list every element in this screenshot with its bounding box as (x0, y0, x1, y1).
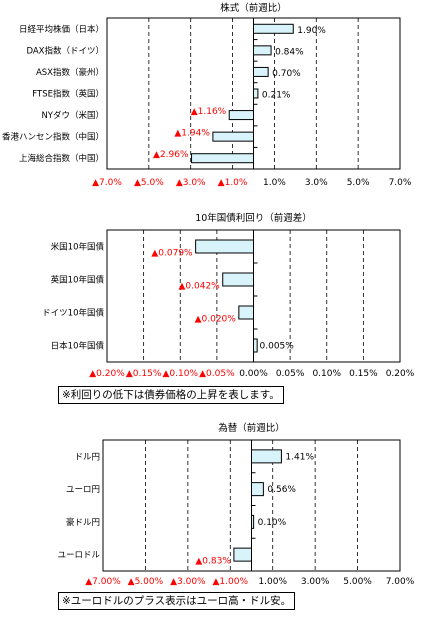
fx-x-tick-label: 7.00% (386, 577, 415, 587)
bond-x-tick-label: 0.05% (276, 369, 305, 379)
stock-x-tick-label: 1.0% (263, 178, 286, 188)
bond-x-tick-label: ▲0.15% (126, 369, 162, 379)
fx-x-tick-label: 3.00% (301, 577, 330, 587)
fx-x-tick-label: ▲5.00% (128, 577, 164, 587)
stock-x-tick-label: 7.0% (389, 178, 412, 188)
bond-value-label: ▲0.079% (151, 249, 193, 259)
fx-x-tick-label: ▲7.00% (85, 577, 121, 587)
stock-value-label: ▲1.16% (191, 107, 227, 117)
stock-bar (253, 45, 272, 56)
stock-category-label: 上海総合指数（中国） (19, 153, 104, 164)
bond-category-label: ドイツ10年国債 (42, 308, 104, 319)
fx-bar (251, 449, 282, 464)
bond-bar (222, 272, 254, 287)
stock-value-label: 0.21% (262, 91, 291, 101)
stock-x-tick-label: ▲3.0% (176, 178, 206, 188)
bond-category-label: 米国10年国債 (51, 242, 105, 253)
bond-x-tick-label: ▲0.05% (199, 369, 235, 379)
fx-category-label: ユーロ円 (66, 485, 100, 495)
stock-value-label: 0.84% (275, 47, 304, 57)
stock-bar (228, 110, 254, 121)
fx-x-tick-label: 5.00% (343, 577, 372, 587)
bond-x-tick-label: ▲0.20% (89, 369, 125, 379)
stock-bar (253, 88, 259, 99)
bond-x-tick-label: ▲0.10% (162, 369, 198, 379)
stock-category-label: 日経平均株価（日本） (19, 24, 104, 35)
bond-value-label: ▲0.020% (195, 315, 237, 325)
stock-category-label: DAX指数（ドイツ） (26, 45, 104, 56)
fx-category-label: ユーロドル (57, 551, 100, 561)
stock-value-label: 1.90% (297, 26, 326, 36)
stock-value-label: ▲2.96% (153, 150, 189, 160)
stock-category-label: NYダウ（米国） (41, 110, 104, 121)
fx-chart-title: 為替（前週比） (218, 422, 285, 434)
fx-value-label: ▲0.83% (195, 557, 231, 567)
stock-chart-title: 株式（前週比） (220, 2, 287, 14)
fx-bar (251, 482, 264, 497)
stock-bar (253, 66, 269, 77)
bond-x-tick-label: 0.10% (312, 369, 341, 379)
fx-category-label: ドル円 (74, 452, 100, 462)
fx-value-label: 0.56% (267, 485, 296, 495)
stock-x-tick-label: 5.0% (347, 178, 370, 188)
stock-bar (191, 153, 254, 164)
fx-x-tick-label: ▲3.00% (170, 577, 206, 587)
bond-chart-title: 10年国債利回り（前週差） (195, 212, 312, 224)
fx-x-tick-label: ▲1.00% (213, 577, 249, 587)
fx-x-tick-label: 1.00% (258, 577, 287, 587)
bond-x-tick-label: 0.00% (239, 369, 268, 379)
fx-value-label: 0.10% (258, 518, 287, 528)
fx-chart-note: ※ユーロドルのプラス表示はユーロ高・ドル安。 (58, 592, 296, 610)
fx-value-label: 1.41% (285, 452, 314, 462)
fx-category-label: 豪ドル円 (66, 517, 100, 528)
stock-x-tick-label: ▲7.0% (92, 178, 122, 188)
stock-value-label: ▲1.94% (174, 129, 210, 139)
bond-x-tick-label: 0.15% (349, 369, 378, 379)
bond-category-label: 英国10年国債 (51, 275, 105, 286)
stock-bar (253, 23, 294, 34)
stock-x-tick-label: ▲1.0% (218, 178, 248, 188)
stock-x-tick-label: ▲5.0% (134, 178, 164, 188)
bond-chart-note: ※利回りの低下は債券価格の上昇を表します。 (58, 386, 284, 404)
stock-category-label: ASX指数（豪州） (36, 67, 104, 78)
fx-bar (233, 547, 252, 562)
stock-bar (212, 131, 255, 142)
stock-value-label: 0.70% (272, 69, 301, 79)
bond-value-label: ▲0.042% (178, 282, 220, 292)
stock-x-tick-label: 3.0% (305, 178, 328, 188)
bond-bar (195, 239, 255, 254)
bond-bar (238, 305, 255, 320)
stock-category-label: FTSE指数（英国） (32, 89, 104, 100)
bond-x-tick-label: 0.20% (386, 369, 415, 379)
fx-bar (251, 514, 255, 529)
stock-category-label: 香港ハンセン指数（中国） (2, 132, 104, 143)
bond-value-label: 0.005% (260, 342, 295, 352)
bond-bar (253, 338, 258, 353)
bond-category-label: 日本10年国債 (51, 341, 105, 352)
